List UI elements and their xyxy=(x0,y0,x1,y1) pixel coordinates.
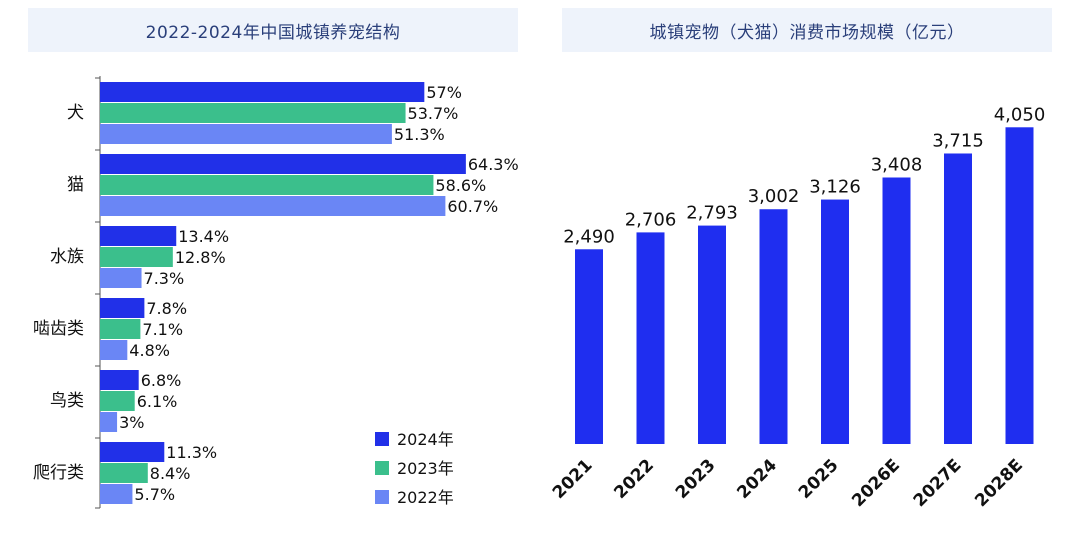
column-value-label: 2,490 xyxy=(563,226,615,247)
bar-value-label: 11.3% xyxy=(166,443,217,462)
x-tick-label: 2022 xyxy=(610,455,658,503)
bar-value-label: 6.1% xyxy=(137,392,178,411)
x-tick-label: 2027E xyxy=(910,455,966,511)
bar xyxy=(100,391,135,411)
x-tick-label: 2028E xyxy=(971,455,1027,511)
category-label: 猫 xyxy=(67,175,84,195)
category-label: 爬行类 xyxy=(33,463,84,483)
bar-value-label: 53.7% xyxy=(408,104,459,123)
bar xyxy=(100,319,141,339)
bar-value-label: 13.4% xyxy=(178,227,229,246)
column xyxy=(821,199,849,444)
x-tick-label: 2025 xyxy=(795,455,843,503)
category-label: 犬 xyxy=(67,103,84,123)
bar xyxy=(100,124,392,144)
column xyxy=(1005,127,1034,444)
bar xyxy=(100,370,139,390)
legend-swatch xyxy=(375,432,389,446)
bar-value-label: 3% xyxy=(119,413,144,432)
right-chart-title: 城镇宠物（犬猫）消费市场规模（亿元） xyxy=(562,8,1052,52)
column xyxy=(882,177,911,445)
bar-value-label: 64.3% xyxy=(468,155,519,174)
bar xyxy=(100,412,118,432)
left-chart-title: 2022-2024年中国城镇养宠结构 xyxy=(28,8,518,52)
bar xyxy=(100,463,148,483)
bar-value-label: 12.8% xyxy=(175,248,226,267)
bar-value-label: 4.8% xyxy=(129,341,170,360)
bar-value-label: 7.8% xyxy=(146,299,187,318)
bar xyxy=(100,268,142,288)
column-value-label: 3,408 xyxy=(871,154,923,175)
column-value-label: 3,126 xyxy=(809,177,861,198)
category-label: 啮齿类 xyxy=(33,319,84,339)
bar-value-label: 5.7% xyxy=(134,485,175,504)
legend-label: 2023年 xyxy=(397,459,454,478)
column-value-label: 2,793 xyxy=(686,203,738,224)
bar xyxy=(100,484,133,504)
bar-value-label: 51.3% xyxy=(394,125,445,144)
bar xyxy=(100,442,165,462)
column xyxy=(944,153,972,444)
x-tick-label: 2024 xyxy=(733,455,781,503)
column xyxy=(698,225,726,444)
bar xyxy=(100,82,425,102)
bar xyxy=(100,298,145,318)
bar-value-label: 8.4% xyxy=(150,464,191,483)
x-tick-label: 2021 xyxy=(549,455,597,503)
column xyxy=(636,232,665,444)
legend-swatch xyxy=(375,461,389,475)
bar xyxy=(100,103,406,123)
bar xyxy=(100,340,128,360)
x-tick-label: 2023 xyxy=(672,455,720,503)
bar xyxy=(100,154,466,174)
column-value-label: 2,706 xyxy=(625,209,677,230)
bar-value-label: 6.8% xyxy=(141,371,182,390)
legend-label: 2024年 xyxy=(397,430,454,449)
category-label: 鸟类 xyxy=(50,391,84,411)
bar xyxy=(100,247,173,267)
legend-label: 2022年 xyxy=(397,488,454,507)
column-value-label: 3,715 xyxy=(932,130,984,151)
column xyxy=(759,209,788,444)
bar-value-label: 60.7% xyxy=(447,197,498,216)
x-tick-label: 2026E xyxy=(848,455,904,511)
bar-value-label: 7.1% xyxy=(142,320,183,339)
column-value-label: 4,050 xyxy=(994,104,1046,125)
category-label: 水族 xyxy=(50,247,84,267)
legend-swatch xyxy=(375,490,389,504)
bar-value-label: 7.3% xyxy=(144,269,185,288)
bar-value-label: 57% xyxy=(426,83,462,102)
bar xyxy=(100,196,446,216)
bar xyxy=(100,226,177,246)
column-value-label: 3,002 xyxy=(748,186,800,207)
bar xyxy=(100,175,434,195)
bar-value-label: 58.6% xyxy=(435,176,486,195)
column xyxy=(575,249,603,444)
